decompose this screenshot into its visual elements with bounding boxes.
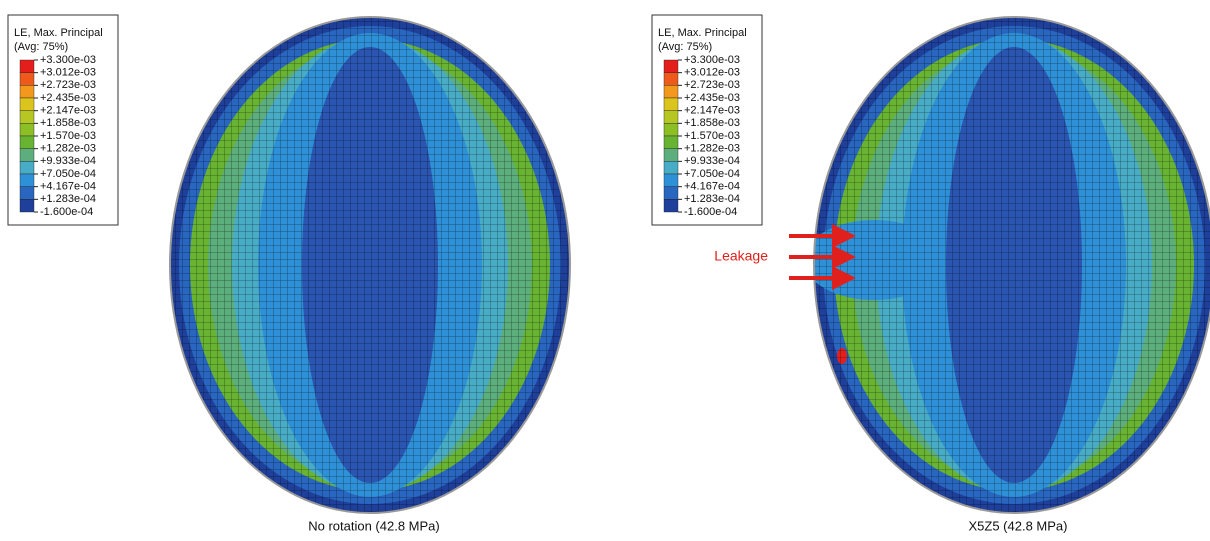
mesh — [804, 10, 1210, 520]
legend-swatch — [20, 111, 34, 124]
legend-swatch — [20, 60, 34, 73]
legend-title: LE, Max. Principal — [14, 27, 103, 39]
legend-label: +1.570e-03 — [40, 130, 96, 142]
legend-label: +2.435e-03 — [684, 92, 740, 104]
legend-swatch — [664, 85, 678, 98]
caption: X5Z5 (42.8 MPa) — [969, 518, 1068, 533]
legend-label: +9.933e-04 — [40, 155, 96, 167]
legend-label: -1.600e-04 — [40, 206, 93, 218]
legend-label: -1.600e-04 — [684, 206, 737, 218]
figure: LE, Max. Principal(Avg: 75%)+3.300e-03+3… — [0, 0, 1210, 541]
legend-swatch — [664, 123, 678, 136]
legend-label: +7.050e-04 — [40, 168, 96, 180]
legend-swatch — [20, 136, 34, 149]
legend-swatch — [20, 187, 34, 200]
legend-label: +1.570e-03 — [684, 130, 740, 142]
legend-swatch — [20, 73, 34, 86]
legend-swatch — [20, 123, 34, 136]
legend-swatch — [664, 111, 678, 124]
legend-label: +1.283e-04 — [40, 193, 96, 205]
legend-label: +9.933e-04 — [684, 155, 740, 167]
legend-label: +3.300e-03 — [684, 54, 740, 66]
legend-label: +2.147e-03 — [40, 105, 96, 117]
caption: No rotation (42.8 MPa) — [308, 518, 440, 533]
legend-swatch — [20, 149, 34, 162]
legend-title: (Avg: 75%) — [658, 41, 712, 53]
legend-swatch — [20, 199, 34, 212]
legend-label: +2.723e-03 — [684, 79, 740, 91]
legend-label: +1.283e-04 — [684, 193, 740, 205]
legend-swatch — [20, 174, 34, 187]
legend-label: +7.050e-04 — [684, 168, 740, 180]
legend-swatch — [664, 174, 678, 187]
legend-label: +3.012e-03 — [40, 67, 96, 79]
legend-title: (Avg: 75%) — [14, 41, 68, 53]
legend-label: +1.282e-03 — [40, 143, 96, 155]
legend-label: +3.012e-03 — [684, 67, 740, 79]
legend-title: LE, Max. Principal — [658, 27, 747, 39]
panel: LE, Max. Principal (Avg: 75%)+3.300e-03+3… — [652, 10, 1210, 533]
contour-plot — [804, 10, 1210, 520]
legend-label: +2.435e-03 — [40, 92, 96, 104]
legend-swatch — [664, 73, 678, 86]
legend-swatch — [664, 136, 678, 149]
legend-label: +2.723e-03 — [40, 79, 96, 91]
annotation: Leakage — [714, 248, 768, 264]
legend-swatch — [664, 199, 678, 212]
panel: LE, Max. Principal (Avg: 75%)+3.300e-03+3… — [8, 10, 580, 533]
legend-label: +2.147e-03 — [684, 105, 740, 117]
mesh — [160, 10, 580, 520]
legend-swatch — [20, 85, 34, 98]
legend-label: +4.167e-04 — [40, 181, 96, 193]
legend-swatch — [20, 161, 34, 174]
legend-label: +1.858e-03 — [40, 117, 96, 129]
legend-swatch — [664, 60, 678, 73]
legend-label: +4.167e-04 — [684, 181, 740, 193]
contour-plot — [160, 10, 580, 520]
legend-swatch — [664, 98, 678, 111]
legend-swatch — [664, 187, 678, 200]
legend-label: +1.282e-03 — [684, 143, 740, 155]
legend-swatch — [664, 149, 678, 162]
legend-label: +1.858e-03 — [684, 117, 740, 129]
legend-label: +3.300e-03 — [40, 54, 96, 66]
legend-swatch — [664, 161, 678, 174]
legend-swatch — [20, 98, 34, 111]
